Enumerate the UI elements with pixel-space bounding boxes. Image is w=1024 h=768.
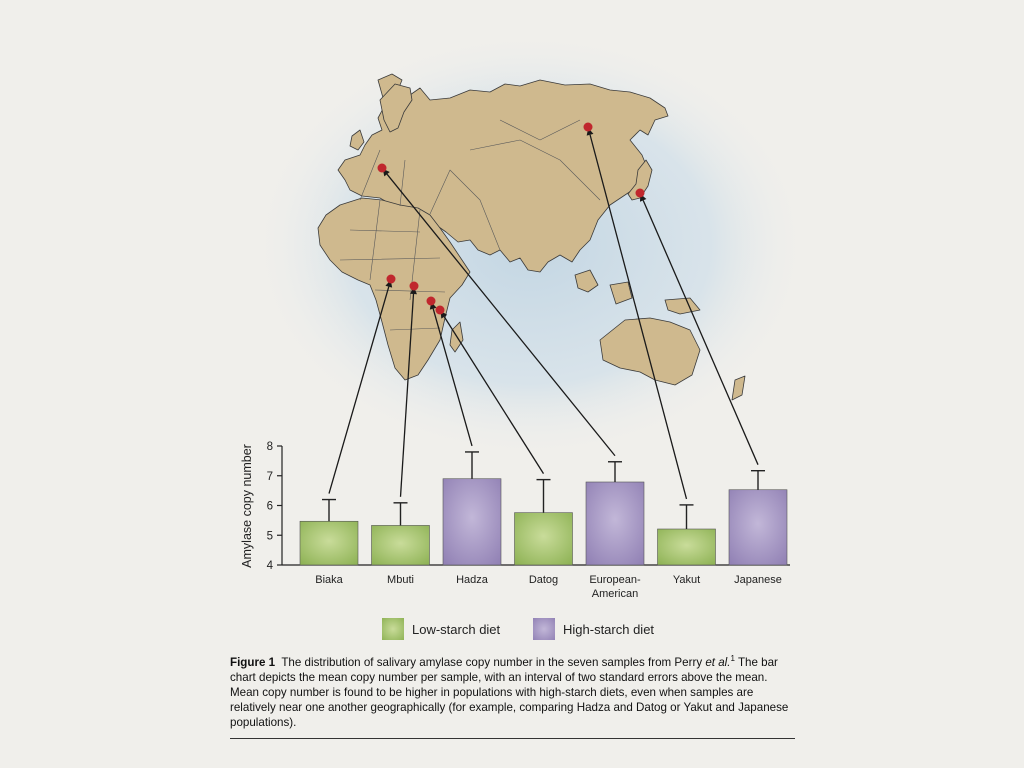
arrow-line-4	[386, 173, 616, 457]
map-indonesia	[574, 269, 599, 293]
bar-3	[514, 512, 573, 566]
x-tick-label-0: Biaka	[315, 574, 343, 586]
legend-high: High-starch diet	[533, 617, 654, 641]
population-marker-2	[426, 296, 436, 306]
bar-6	[728, 489, 788, 566]
map-scandinavia	[379, 83, 413, 133]
x-tick-label-3: Datog	[529, 574, 558, 586]
figure-caption: Figure 1 The distribution of salivary am…	[230, 655, 795, 730]
arrow-line-2	[432, 308, 473, 447]
legend-swatch-low	[382, 618, 404, 640]
bar-0	[299, 520, 359, 566]
map-arrows	[328, 127, 759, 500]
population-marker-5	[583, 122, 593, 132]
arrow-head-1	[409, 286, 417, 295]
map-africa	[317, 197, 471, 381]
map-japan	[627, 159, 653, 201]
y-tick-label: 8	[267, 441, 273, 453]
map-borneo	[609, 281, 633, 305]
legend-label-low: Low-starch diet	[412, 621, 501, 637]
population-marker-6	[635, 188, 645, 198]
caption-et-al: et al.	[705, 656, 731, 669]
x-tick-label-4: American	[592, 588, 638, 600]
map-australia	[599, 317, 701, 386]
x-tick-label-6: Japanese	[734, 574, 782, 586]
map-britain	[349, 129, 365, 151]
bar-5	[657, 528, 716, 566]
y-tick-label: 6	[267, 501, 273, 513]
legend-low: Low-starch diet	[382, 617, 500, 641]
y-axis-label: Amylase copy number	[240, 444, 254, 568]
x-tick-label-1: Mbuti	[387, 574, 414, 586]
caption-text-a: The distribution of salivary amylase cop…	[281, 656, 706, 669]
population-marker-1	[409, 281, 419, 291]
bar-4	[585, 481, 645, 566]
population-marker-4	[377, 163, 387, 173]
x-tick-label-4: European-	[589, 574, 641, 586]
y-tick-label: 4	[267, 560, 274, 572]
caption-text-b: The bar chart depicts the mean copy numb…	[230, 656, 789, 729]
map-new-zealand	[731, 375, 746, 401]
bars	[299, 478, 788, 566]
arrow-line-5	[589, 134, 688, 500]
map-borders	[339, 119, 601, 331]
population-markers	[377, 122, 645, 315]
y-tick-label: 7	[267, 471, 273, 483]
arrow-line-1	[399, 293, 415, 497]
bar-1	[371, 525, 430, 566]
y-ticks: 4 5 6 7 8	[267, 441, 282, 572]
legend-label-high: High-starch diet	[563, 621, 655, 637]
bar-2	[442, 478, 502, 566]
legend-swatch-high	[533, 618, 555, 640]
arrow-line-6	[642, 200, 759, 465]
x-tick-label-2: Hadza	[456, 574, 489, 586]
caption-label: Figure 1	[230, 656, 276, 669]
x-tick-label-5: Yakut	[673, 574, 700, 586]
y-tick-label: 5	[267, 530, 273, 542]
x-tick-labels: Biaka Mbuti Hadza Datog European- American Yak…	[315, 574, 782, 600]
population-marker-0	[386, 274, 396, 284]
error-bars	[322, 451, 765, 530]
caption-rule	[230, 738, 795, 739]
caption-footnote: 1	[730, 654, 735, 664]
arrow-line-3	[443, 316, 545, 474]
arrow-line-0	[328, 286, 390, 494]
population-marker-3	[435, 305, 445, 315]
